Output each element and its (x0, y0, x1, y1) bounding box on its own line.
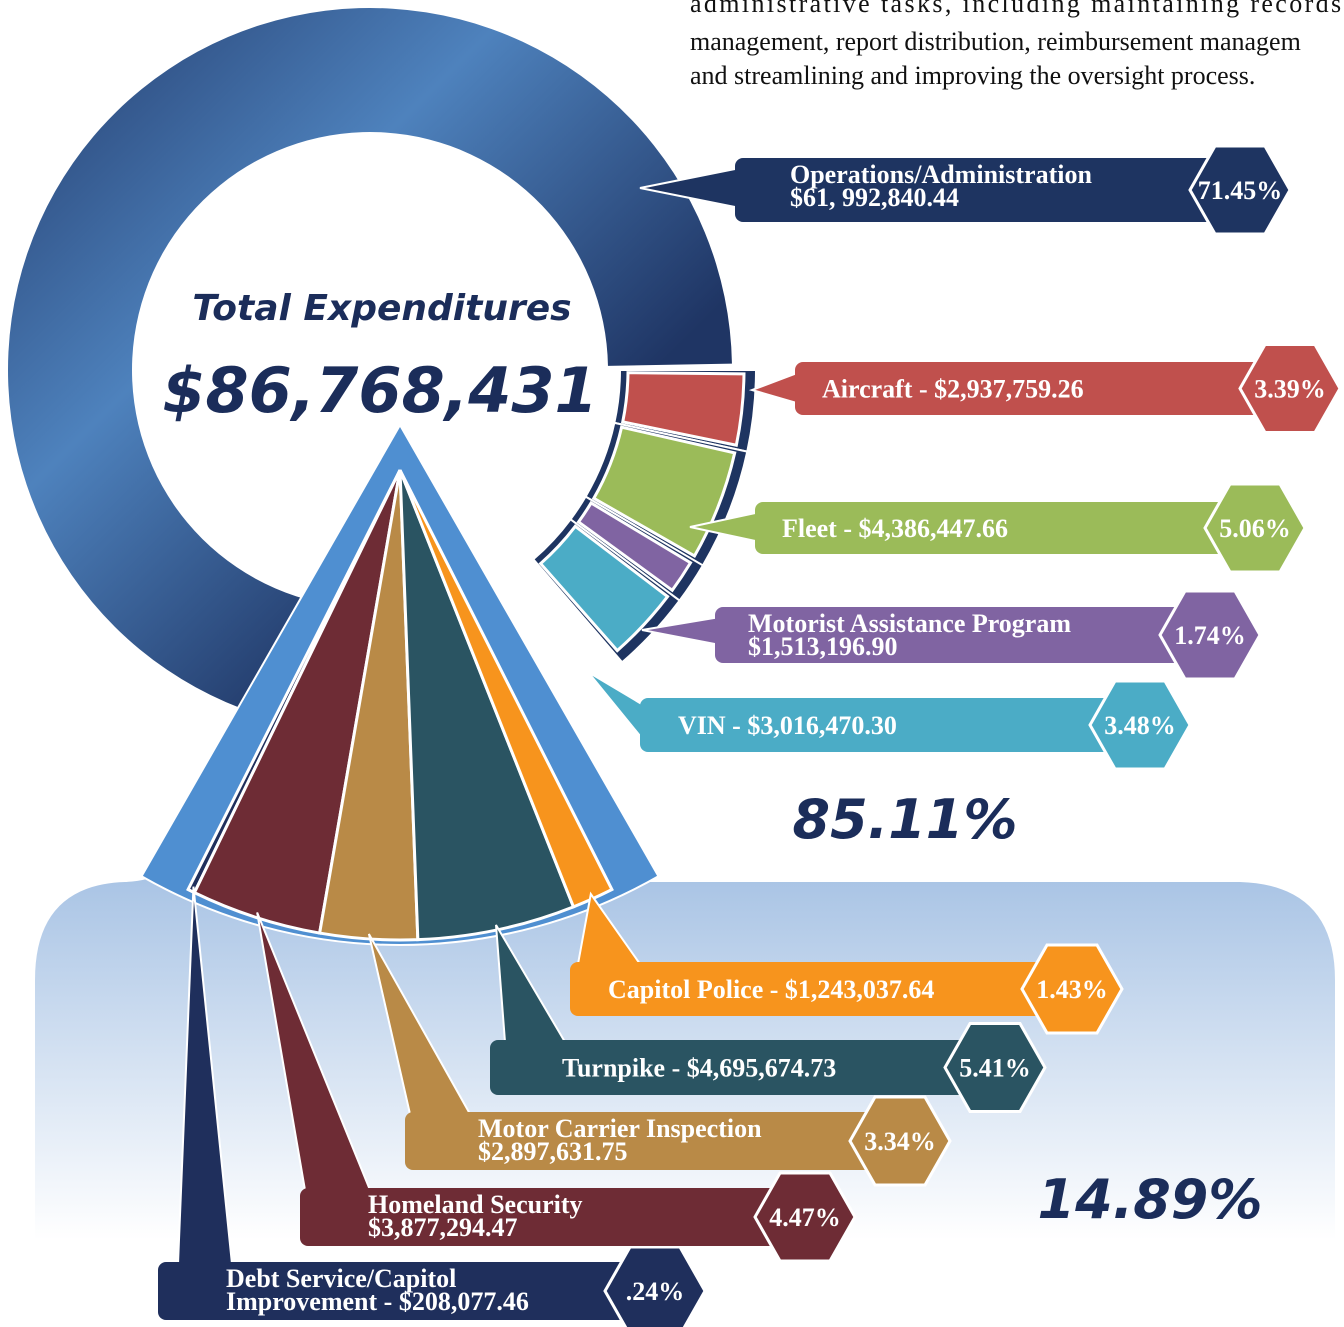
category-label: Turnpike - $4,695,674.73 (562, 1054, 836, 1083)
label-banner (715, 607, 1195, 663)
category-label: Capitol Police - $1,243,037.64 (608, 975, 934, 1004)
label-banner (300, 1188, 780, 1246)
category-label: Operations/Administration (790, 160, 1092, 189)
percent-hexagon (1088, 679, 1192, 771)
percent-hexagon (848, 1095, 952, 1187)
category-label: Motorist Assistance Program (748, 609, 1071, 638)
category-label: Debt Service/Capitol (226, 1264, 456, 1293)
category-label: Improvement - $208,077.46 (226, 1287, 529, 1316)
donut-segment (538, 524, 670, 653)
percent-label: 1.43% (1036, 975, 1108, 1004)
label-banner (735, 158, 1215, 222)
donut-segment (576, 500, 693, 593)
body-text: and streamlining and improving the overs… (690, 61, 1255, 90)
pointer (748, 370, 801, 406)
donut-segment (8, 8, 732, 724)
percent-label: 3.48% (1104, 711, 1176, 740)
percent-hexagon (1203, 482, 1307, 574)
group-share: 85.11% (793, 788, 1018, 851)
category-label: $61, 992,840.44 (790, 183, 959, 212)
label-banner (570, 962, 1050, 1016)
label-banner (795, 362, 1275, 415)
percent-label: 3.39% (1254, 375, 1326, 404)
percent-hexagon (753, 1171, 857, 1263)
category-label: Motor Carrier Inspection (478, 1114, 762, 1143)
body-text: management, report distribution, reimbur… (690, 27, 1301, 56)
donut-segment (591, 425, 737, 559)
percent-hexagon (1020, 943, 1124, 1035)
donut: Operations/Administration$61, 992,840.44… (8, 8, 1342, 771)
category-label: $3,877,294.47 (368, 1213, 518, 1242)
category-label: $1,513,196.90 (748, 632, 898, 661)
group-share: 14.89% (1038, 1168, 1263, 1231)
percent-hexagon (1238, 343, 1342, 434)
label-banner (490, 1040, 970, 1095)
percent-hexagon (1158, 589, 1262, 681)
percent-label: 1.74% (1174, 621, 1246, 650)
percent-label: 71.45% (1198, 176, 1283, 205)
body-text: administrative tasks, including maintain… (690, 0, 1344, 18)
label-banner (405, 1112, 885, 1170)
percent-label: 4.47% (769, 1203, 841, 1232)
percent-hexagon (603, 1245, 707, 1327)
percent-label: 5.06% (1219, 514, 1291, 543)
label-banner (755, 502, 1235, 554)
percent-label: 5.41% (959, 1054, 1031, 1083)
label-banner (158, 1262, 638, 1320)
percent-label: 3.34% (864, 1127, 936, 1156)
percent-hexagon (1188, 144, 1292, 236)
category-label: Fleet - $4,386,447.66 (782, 514, 1008, 543)
donut-total: $86,768,431 (162, 354, 597, 427)
pointer (587, 671, 646, 745)
category-label: Homeland Security (368, 1190, 583, 1219)
percent-label: .24% (626, 1277, 685, 1306)
category-label: VIN - $3,016,470.30 (678, 711, 897, 740)
category-label: $2,897,631.75 (478, 1137, 628, 1166)
donut-title: Total Expenditures (192, 288, 571, 329)
donut-segment (620, 371, 746, 448)
percent-hexagon (943, 1022, 1047, 1113)
label-banner (640, 698, 1120, 752)
category-label: Aircraft - $2,937,759.26 (822, 375, 1084, 404)
